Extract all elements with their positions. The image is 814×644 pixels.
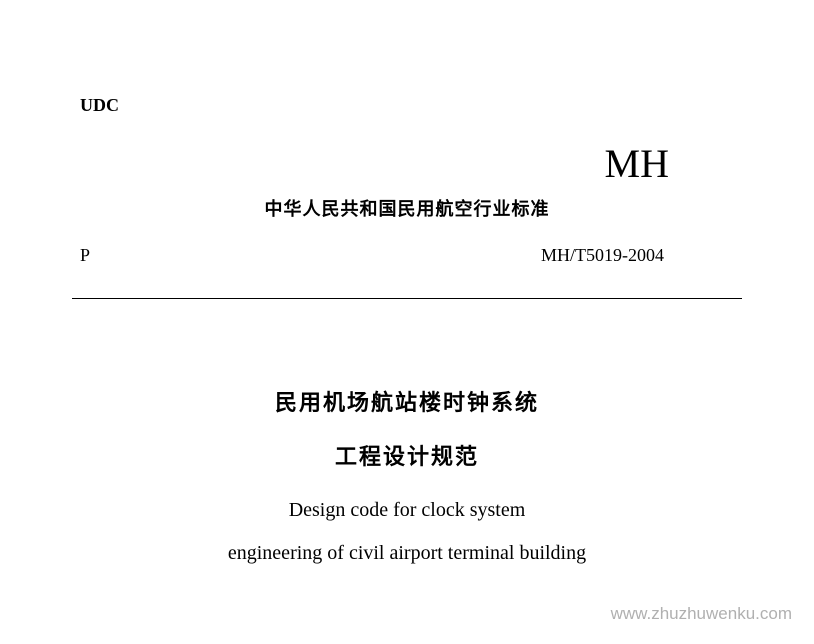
title-chinese-line-1: 民用机场航站楼时钟系统 [0,385,814,417]
mh-abbreviation: MH [605,140,669,187]
document-page: UDC MH 中华人民共和国民用航空行业标准 P MH/T5019-2004 民… [0,0,814,644]
title-english-line-2: engineering of civil airport terminal bu… [0,542,814,565]
divider-line [72,298,742,299]
title-chinese-line-2: 工程设计规范 [0,439,814,471]
p-label: P [80,245,90,266]
udc-label: UDC [80,95,119,116]
standard-code: MH/T5019-2004 [541,245,664,266]
title-block: 民用机场航站楼时钟系统 工程设计规范 Design code for clock… [0,385,814,565]
title-english-line-1: Design code for clock system [0,499,814,522]
watermark: www.zhuzhuwenku.com [611,604,792,624]
standard-org-title: 中华人民共和国民用航空行业标准 [0,195,814,221]
